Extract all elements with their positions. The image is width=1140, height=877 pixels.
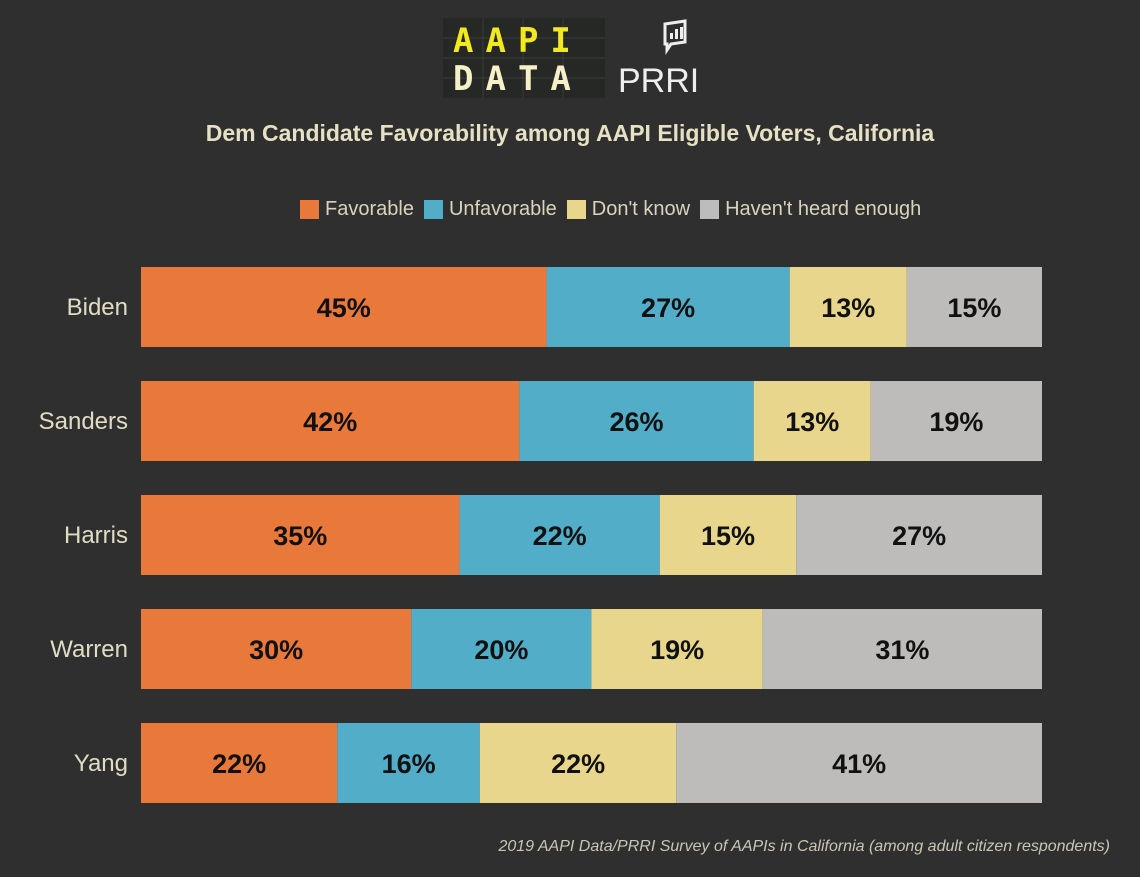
category-label: Warren: [50, 636, 128, 663]
bar-segment: [479, 723, 677, 803]
data-label: 22%: [212, 749, 266, 779]
data-label: 19%: [929, 407, 983, 437]
legend-item-favorable: Favorable: [300, 198, 414, 221]
legend-label: Unfavorable: [448, 198, 557, 220]
data-label: 22%: [533, 521, 587, 551]
legend-label: Haven't heard enough: [725, 198, 922, 220]
data-label: 30%: [249, 635, 303, 665]
category-label: Harris: [64, 522, 128, 549]
category-label: Yang: [74, 750, 128, 777]
data-label: 13%: [821, 293, 875, 323]
bar-segment: [141, 723, 338, 803]
data-label: 27%: [641, 293, 695, 323]
data-label: 31%: [875, 635, 929, 665]
bar-segment: [591, 609, 763, 689]
data-label: 20%: [474, 635, 528, 665]
bar-segment: [141, 609, 412, 689]
legend-item-havent-heard: Haven't heard enough: [700, 198, 921, 221]
data-label: 15%: [947, 293, 1001, 323]
bar-segment: [659, 495, 797, 575]
bar-segment: [141, 267, 547, 347]
bar-segment: [906, 267, 1042, 347]
bar-segment: [141, 381, 520, 461]
bar-segment: [676, 723, 1042, 803]
data-label: 35%: [273, 521, 327, 551]
data-label: 22%: [551, 749, 605, 779]
category-label: Sanders: [39, 408, 128, 435]
legend-swatch: [700, 200, 720, 219]
svg-text:PRRI: PRRI: [618, 62, 699, 98]
chart-title: Dem Candidate Favorability among AAPI El…: [205, 120, 935, 146]
legend-swatch: [300, 200, 319, 219]
bar-segment: [789, 267, 907, 347]
data-label: 26%: [610, 407, 664, 437]
svg-text:AAPI: AAPI: [453, 21, 583, 61]
legend-label: Don't know: [591, 198, 691, 220]
data-label: 27%: [892, 521, 946, 551]
data-label: 15%: [701, 521, 755, 551]
aapi-data-prri-logo: AAPI DATA PRRI: [443, 18, 699, 98]
legend: Favorable Unfavorable Don't know Haven't…: [300, 198, 931, 221]
bar-segment: [459, 495, 660, 575]
bar-segment: [870, 381, 1042, 461]
bar-segment: [546, 267, 790, 347]
data-label: 42%: [303, 407, 357, 437]
data-label: 13%: [785, 407, 839, 437]
category-label: Biden: [67, 294, 128, 321]
source-note: 2019 AAPI Data/PRRI Survey of AAPIs in C…: [498, 838, 1110, 855]
bar-segment: [762, 609, 1042, 689]
bar-segment: [337, 723, 480, 803]
legend-swatch: [566, 200, 586, 219]
legend-swatch: [423, 200, 443, 219]
data-label: 45%: [317, 293, 371, 323]
bar-segment: [141, 495, 460, 575]
bar-segment: [753, 381, 871, 461]
data-label: 19%: [650, 635, 704, 665]
bar-segment: [519, 381, 754, 461]
legend-item-dont-know: Don't know: [566, 198, 691, 221]
data-label: 16%: [382, 749, 436, 779]
legend-label: Favorable: [325, 198, 414, 220]
bar-segment: [796, 495, 1042, 575]
legend-item-unfavorable: Unfavorable: [423, 198, 557, 221]
bar-segment: [411, 609, 592, 689]
data-label: 41%: [832, 749, 886, 779]
svg-text:DATA: DATA: [453, 59, 583, 98]
